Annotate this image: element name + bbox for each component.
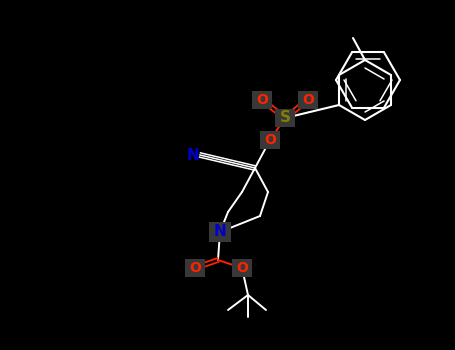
FancyBboxPatch shape — [252, 91, 272, 109]
FancyBboxPatch shape — [232, 259, 252, 277]
Text: O: O — [256, 93, 268, 107]
Text: O: O — [236, 261, 248, 275]
FancyBboxPatch shape — [275, 109, 295, 127]
FancyBboxPatch shape — [185, 259, 205, 277]
Text: O: O — [264, 133, 276, 147]
Text: O: O — [302, 93, 314, 107]
FancyBboxPatch shape — [209, 222, 231, 242]
FancyBboxPatch shape — [260, 131, 280, 149]
FancyBboxPatch shape — [298, 91, 318, 109]
Text: O: O — [189, 261, 201, 275]
Text: N: N — [214, 224, 227, 239]
Text: S: S — [279, 111, 290, 126]
Text: N: N — [187, 147, 199, 162]
